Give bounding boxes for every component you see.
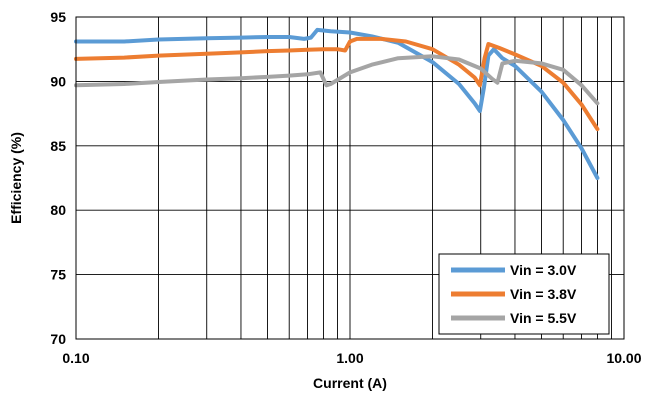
y-tick-label: 80 [50,202,66,218]
series-lines [74,27,600,180]
x-tick-label: 1.00 [336,350,363,366]
x-axis-title: Current (A) [313,375,387,391]
series-line-1 [74,36,600,132]
plot-area-frame [75,16,625,340]
legend-item-vin-5-5v: Vin = 5.5V [451,310,577,326]
y-tick-label: 95 [50,9,66,25]
y-tick-label: 90 [50,73,66,89]
legend-label-vin-3-8v: Vin = 3.8V [510,286,577,302]
legend-item-vin-3-0v: Vin = 3.0V [451,262,577,278]
series-line-2 [74,54,600,106]
x-tick-label: 0.10 [62,350,89,366]
x-tick-label: 10.00 [606,350,641,366]
legend: Vin = 3.0V Vin = 3.8V Vin = 5.5V [438,253,610,335]
legend-item-vin-3-8v: Vin = 3.8V [451,286,577,302]
legend-label-vin-5-5v: Vin = 5.5V [510,310,577,326]
y-tick-label: 75 [50,267,66,283]
y-axis-title: Efficiency (%) [8,132,24,224]
series-line-0 [74,27,600,180]
y-tick-label: 70 [50,331,66,347]
legend-label-vin-3-0v: Vin = 3.0V [510,262,577,278]
y-tick-label: 85 [50,138,66,154]
tick-labels: 70 75 80 85 90 95 0.10 1.00 10.00 [50,9,641,366]
